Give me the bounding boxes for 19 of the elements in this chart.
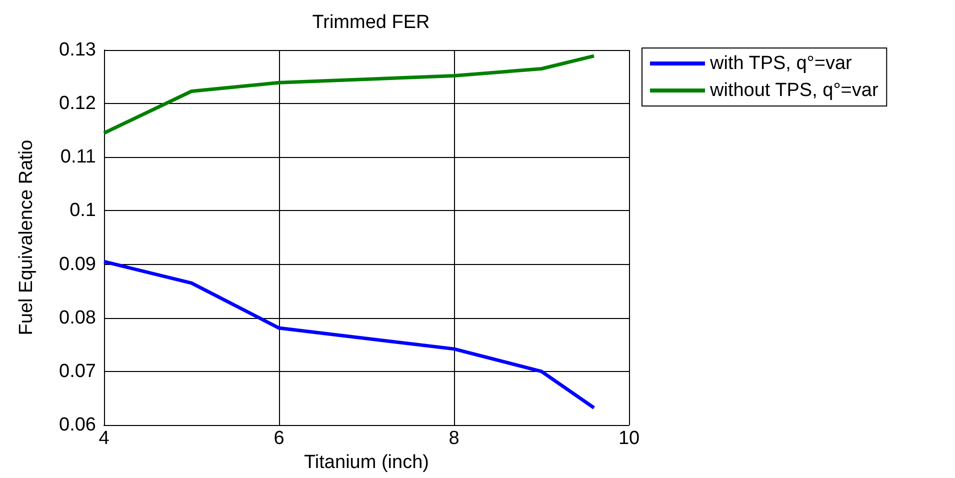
x-tick-label: 6 bbox=[274, 428, 284, 449]
y-tick-label: 0.06 bbox=[59, 414, 96, 436]
y-axis-title: Fuel Equivalence Ratio bbox=[16, 140, 37, 336]
x-tick-label: 4 bbox=[98, 428, 110, 449]
x-tick-label: 8 bbox=[448, 428, 460, 449]
y-tick-label: 0.11 bbox=[60, 146, 96, 168]
line-series bbox=[102, 260, 596, 410]
y-tick-label: 0.1 bbox=[70, 200, 96, 222]
y-tick-label: 0.12 bbox=[59, 93, 96, 114]
legend-label: with TPS, q°=var bbox=[709, 53, 853, 74]
line-series bbox=[102, 54, 596, 135]
legend-label: without TPS, q°=var bbox=[709, 80, 879, 101]
x-tick-label: 10 bbox=[618, 428, 640, 449]
x-axis-title: Titanium (inch) bbox=[304, 452, 429, 473]
y-tick-label: 0.13 bbox=[59, 40, 96, 60]
chart-title: Trimmed FER bbox=[312, 12, 430, 33]
y-tick-label: 0.09 bbox=[59, 254, 96, 275]
y-tick-label: 0.08 bbox=[59, 307, 96, 328]
y-tick-label: 0.07 bbox=[59, 360, 96, 382]
